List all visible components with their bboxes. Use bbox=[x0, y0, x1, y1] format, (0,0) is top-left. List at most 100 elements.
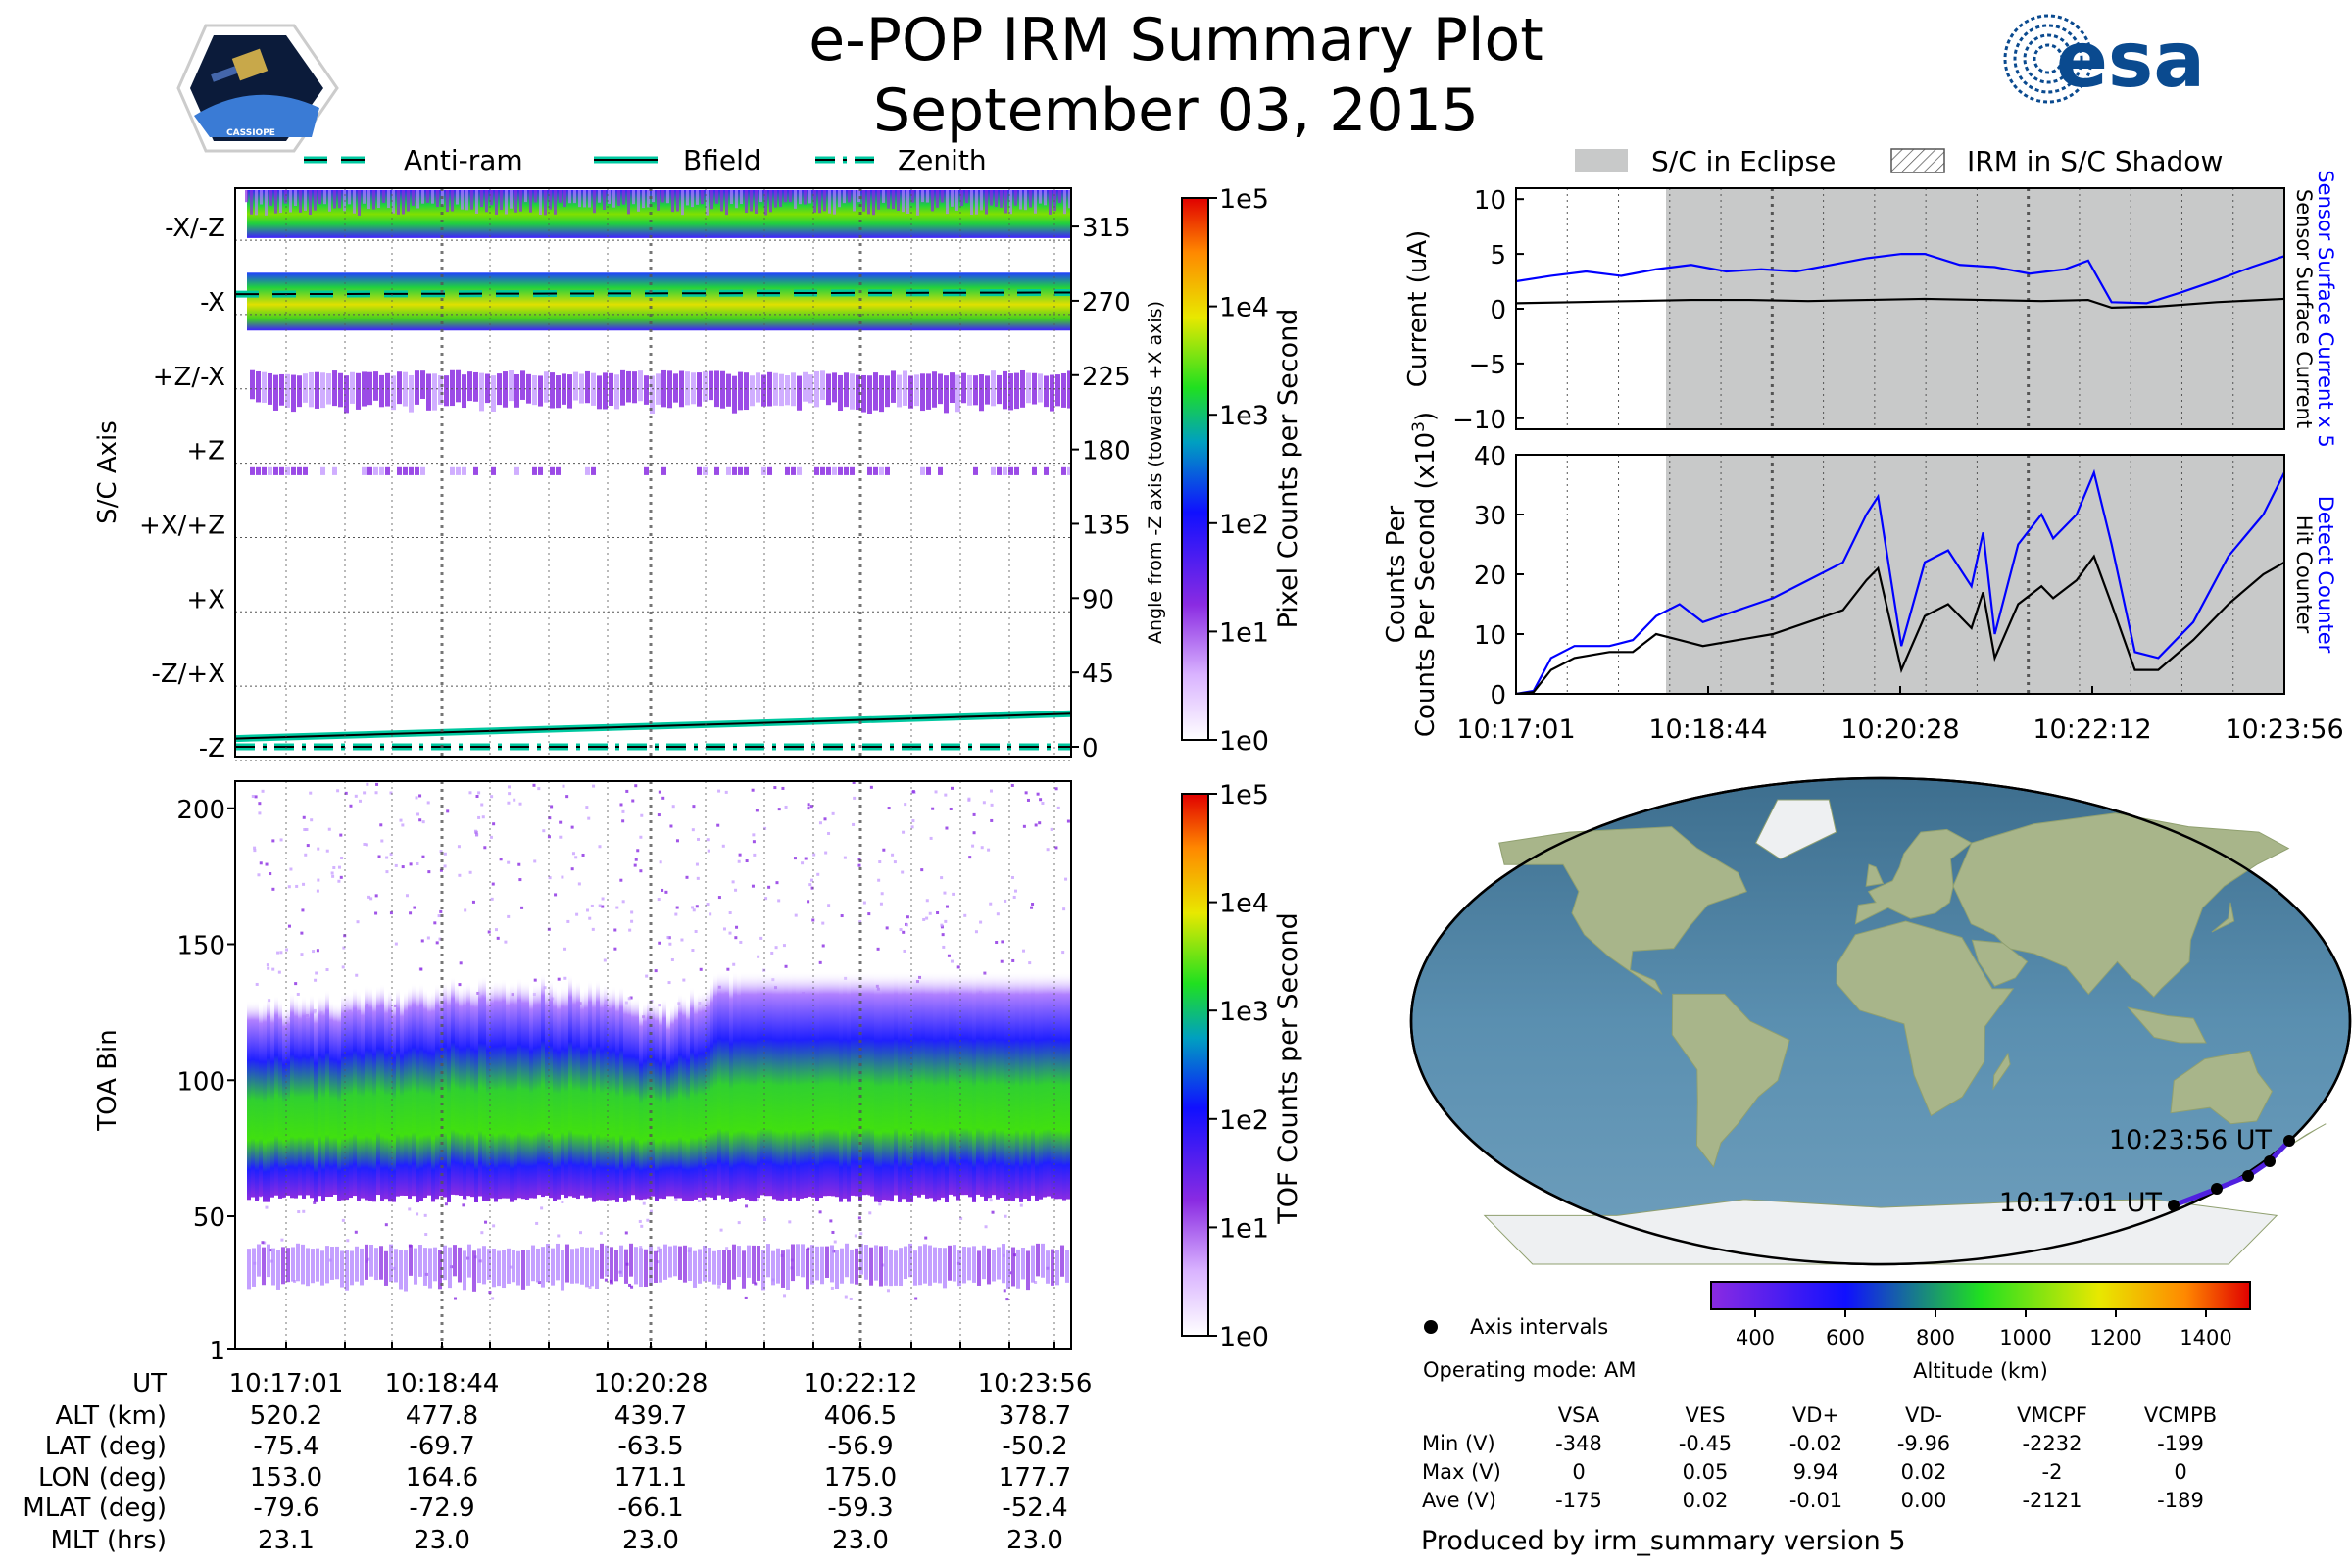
tof-main-band bbox=[819, 971, 823, 1199]
tof-lower-band bbox=[923, 1244, 927, 1284]
angle-band-cell bbox=[973, 466, 978, 475]
tof-main-band bbox=[835, 971, 839, 1198]
tof-noise bbox=[767, 885, 771, 889]
tof-main-band bbox=[690, 987, 694, 1201]
ephemeris-cell: -72.9 bbox=[409, 1494, 474, 1523]
tof-main-band bbox=[1004, 971, 1007, 1201]
tof-main-band bbox=[804, 971, 808, 1199]
tof-noise bbox=[458, 873, 462, 877]
tof-noise bbox=[821, 921, 825, 925]
angle-noise bbox=[568, 190, 571, 204]
tof-main-band bbox=[612, 985, 615, 1200]
tof-noise bbox=[695, 905, 699, 908]
tof-lower-band bbox=[712, 1250, 716, 1285]
tof-noise bbox=[783, 1294, 787, 1298]
angle-band-cell bbox=[291, 374, 296, 413]
tof-noise bbox=[755, 808, 759, 812]
tof-noise bbox=[619, 878, 623, 882]
tof-main-band bbox=[1019, 971, 1023, 1202]
ephemeris-row-label: LAT (deg) bbox=[45, 1432, 167, 1461]
angle-band-cell bbox=[826, 373, 831, 406]
tof-lower-band bbox=[467, 1244, 471, 1278]
esa-logo: esa bbox=[2003, 14, 2205, 105]
tof-lower-band bbox=[943, 1248, 947, 1289]
tof-noise bbox=[259, 861, 263, 865]
angle-noise bbox=[657, 190, 660, 211]
angle-noise bbox=[808, 190, 811, 204]
tof-lower-band bbox=[414, 1248, 417, 1285]
tof-noise bbox=[1003, 1289, 1006, 1293]
angle-noise bbox=[397, 190, 400, 215]
tof-noise bbox=[879, 902, 883, 906]
angle-axis-label: -X bbox=[200, 288, 225, 318]
alt-tick-label: 1400 bbox=[2180, 1326, 2231, 1349]
tof-noise bbox=[707, 849, 710, 853]
angle-band-cell bbox=[1008, 373, 1013, 411]
tof-noise bbox=[342, 946, 346, 950]
tof-noise bbox=[564, 976, 567, 980]
angle-band-cell bbox=[332, 466, 337, 475]
angle-noise bbox=[706, 190, 709, 216]
tof-main-band bbox=[400, 997, 404, 1196]
tof-noise bbox=[571, 852, 575, 856]
tof-noise bbox=[374, 894, 378, 898]
tof-lower-band bbox=[668, 1246, 672, 1278]
tof-main-band bbox=[576, 980, 580, 1200]
angle-noise bbox=[539, 190, 542, 215]
tof-lower-band bbox=[629, 1243, 633, 1277]
tof-noise bbox=[809, 805, 813, 808]
angle-band-cell bbox=[385, 372, 390, 407]
tof-noise bbox=[674, 912, 678, 916]
angle-noise bbox=[407, 190, 410, 212]
angle-band-cell bbox=[291, 466, 296, 475]
angle-band-cell bbox=[420, 466, 425, 475]
tof-main-band bbox=[737, 972, 741, 1199]
angle-band-cell bbox=[714, 466, 719, 475]
tof-main-band bbox=[1062, 971, 1066, 1200]
tof-lower-band bbox=[810, 1245, 814, 1285]
ephemeris-cell: 23.0 bbox=[414, 1526, 470, 1555]
tof-noise bbox=[831, 811, 835, 815]
angle-axis-label: +Z/-X bbox=[153, 363, 225, 392]
tof-noise bbox=[722, 927, 726, 931]
tof-noise bbox=[886, 1289, 890, 1293]
angle-noise bbox=[294, 190, 297, 207]
tof-main-band bbox=[529, 988, 533, 1199]
angle-band-cell bbox=[850, 466, 855, 475]
angle-band-cell bbox=[279, 373, 284, 406]
tof-main-band bbox=[341, 993, 345, 1200]
angle-band-cell bbox=[403, 371, 408, 407]
tof-lower-band bbox=[384, 1250, 388, 1286]
tof-main-band bbox=[463, 984, 466, 1200]
tof-noise bbox=[416, 1212, 419, 1216]
tof-noise bbox=[882, 848, 886, 852]
tof-main-band bbox=[545, 984, 549, 1196]
tof-main-band bbox=[619, 986, 623, 1198]
angle-noise bbox=[676, 190, 679, 212]
tof-main-band bbox=[698, 991, 702, 1198]
tof-noise bbox=[258, 811, 262, 815]
tof-noise bbox=[339, 833, 343, 837]
angle-noise bbox=[789, 190, 792, 203]
tof-noise bbox=[341, 965, 345, 969]
tof-main-band bbox=[843, 971, 847, 1199]
ephemeris-cell: -79.6 bbox=[253, 1494, 318, 1523]
angle-noise bbox=[725, 190, 728, 216]
tof-noise bbox=[542, 829, 546, 833]
tof-noise bbox=[849, 1297, 853, 1300]
tof-noise bbox=[561, 875, 564, 879]
tof-noise bbox=[639, 1246, 643, 1250]
tof-main-band bbox=[839, 971, 843, 1202]
tof-noise bbox=[764, 897, 768, 901]
tof-lower-band bbox=[957, 1250, 961, 1287]
tof-noise bbox=[658, 1004, 662, 1007]
series-line-blue bbox=[1516, 252, 2284, 305]
tof-noise bbox=[409, 911, 413, 915]
tof-main-band bbox=[902, 971, 906, 1200]
angle-noise bbox=[941, 190, 944, 203]
tof-main-band bbox=[1051, 971, 1054, 1199]
angle-band-cell bbox=[820, 370, 825, 400]
angle-band-cell bbox=[532, 466, 537, 475]
angle-axis-label: -Z bbox=[199, 734, 225, 763]
tof-noise bbox=[638, 1219, 642, 1223]
